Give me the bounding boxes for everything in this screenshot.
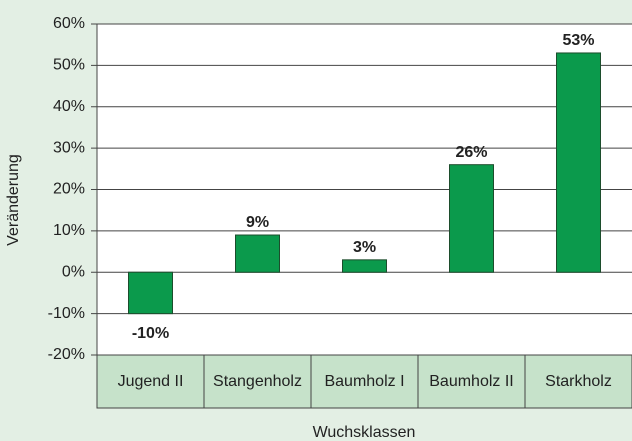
x-tick-label: Stangenholz [213,373,302,390]
bar [235,234,280,273]
y-tick-label: 30% [53,139,85,156]
bar [128,271,173,315]
bar [556,52,601,273]
y-tick-label: -20% [48,346,85,363]
bar [449,164,494,273]
x-tick-label: Baumholz I [324,373,404,390]
data-label: 3% [353,239,376,256]
y-tick-label: 50% [53,57,85,74]
y-axis-label: Veränderung [5,154,22,246]
x-tick-label: Starkholz [545,373,612,390]
y-tick-label: -10% [48,305,85,322]
category-band [96,354,632,409]
data-label: 9% [246,214,269,231]
x-tick-label: Baumholz II [429,373,513,390]
y-tick-label: 40% [53,98,85,115]
y-tick-label: 0% [62,263,85,280]
y-tick-label: 10% [53,222,85,239]
data-label: 53% [562,32,594,49]
x-tick-label: Jugend II [118,373,184,390]
y-tick-label: 20% [53,181,85,198]
data-label: -10% [132,325,169,342]
bar [342,259,387,273]
y-tick-label: 60% [53,15,85,32]
data-label: 26% [455,144,487,161]
x-axis-label: Wuchsklassen [313,424,416,441]
